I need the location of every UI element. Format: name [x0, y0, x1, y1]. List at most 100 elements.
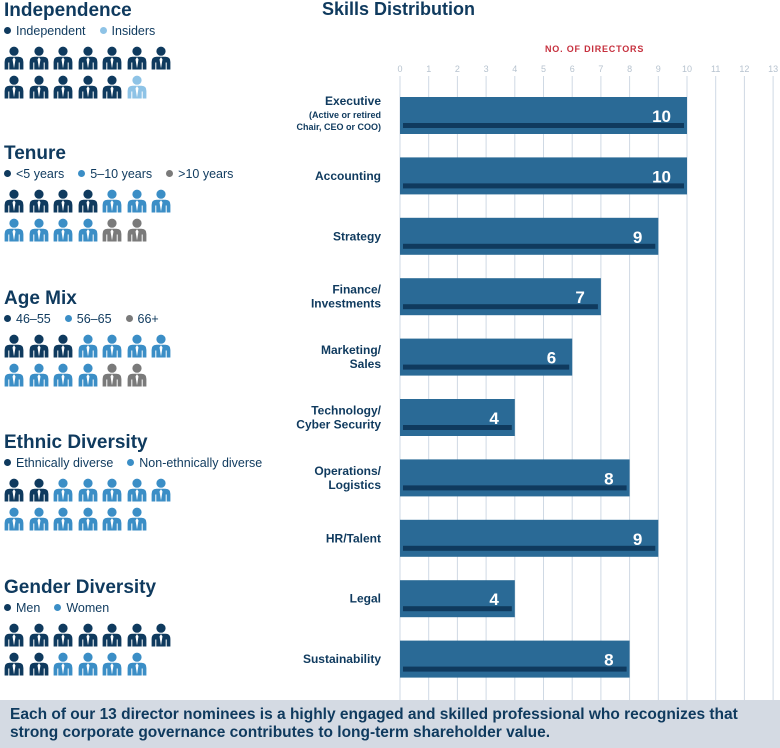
value-label: 8	[604, 469, 613, 488]
person-icon	[53, 46, 73, 70]
bar-shadow	[403, 304, 598, 310]
legend-label: >10 years	[178, 167, 234, 181]
legend-item: Men	[4, 601, 40, 615]
legend-dot-icon	[166, 170, 174, 177]
bar-shadow	[403, 183, 684, 189]
person-icon	[4, 46, 24, 70]
axis-title: NO. OF DIRECTORS	[545, 44, 644, 54]
legend-item: Independent	[4, 24, 86, 38]
person-icon	[78, 334, 98, 358]
person-icon	[102, 478, 122, 502]
legend-label: Insiders	[111, 24, 156, 38]
legend-dot-icon	[78, 170, 86, 177]
category-label: Legal	[350, 592, 381, 606]
value-label: 7	[575, 288, 584, 307]
person-icon	[127, 218, 147, 242]
bar-shadow	[403, 123, 684, 128]
legend-label: Women	[66, 601, 110, 615]
category-label: Cyber Security	[296, 418, 381, 432]
bar-shadow	[403, 243, 656, 249]
value-label: 4	[489, 590, 499, 609]
legend-dot-icon	[4, 604, 11, 611]
bar-shadow	[403, 606, 512, 612]
person-icon	[53, 334, 73, 358]
category-label: Investments	[311, 297, 381, 311]
legend-dot-icon	[4, 27, 11, 34]
legend-item: Women	[54, 601, 109, 615]
value-label: 10	[652, 107, 671, 126]
tick-label: 6	[570, 64, 575, 74]
legend-label: Non-ethnically diverse	[139, 456, 263, 470]
person-icon	[29, 46, 49, 70]
category-sublabel: Chair, CEO or COO)	[296, 122, 381, 132]
person-icon	[4, 478, 24, 502]
person-icon	[53, 363, 73, 387]
section-title: Tenure	[4, 143, 66, 164]
person-icon	[53, 189, 73, 213]
tick-label: 4	[512, 64, 517, 74]
tick-label: 0	[397, 64, 402, 74]
legend: 46–55 56–65 66+	[4, 312, 173, 326]
person-icon	[127, 75, 147, 99]
footer-banner: Each of our 13 director nominees is a hi…	[0, 700, 780, 748]
person-icon	[78, 46, 98, 70]
bar	[400, 97, 687, 134]
person-icon	[53, 623, 73, 647]
section-tenure: Tenure <5 years 5–10 years >10 years	[0, 143, 300, 263]
bar	[400, 157, 687, 195]
person-icon	[78, 507, 98, 531]
value-label: 9	[633, 530, 642, 549]
legend-dot-icon	[125, 315, 133, 322]
tick-label: 9	[656, 64, 661, 74]
legend-item: >10 years	[166, 167, 233, 181]
person-icon	[102, 189, 122, 213]
person-icon	[29, 507, 49, 531]
tick-label: 5	[541, 64, 546, 74]
footer-text: Each of our 13 director nominees is a hi…	[10, 706, 738, 741]
person-icon	[151, 334, 171, 358]
person-icon	[127, 189, 147, 213]
tick-label: 2	[455, 64, 460, 74]
person-icon	[53, 218, 73, 242]
section-gender-diversity: Gender Diversity Men Women	[0, 577, 300, 697]
value-label: 8	[604, 651, 613, 670]
tick-label: 3	[484, 64, 489, 74]
tick-label: 10	[682, 64, 692, 74]
person-icon	[102, 218, 122, 242]
tick-label: 11	[711, 64, 720, 74]
value-label: 6	[547, 349, 556, 368]
person-icon	[4, 218, 24, 242]
category-label: Finance/	[332, 283, 381, 297]
person-icon	[78, 218, 98, 242]
board-composition-panel: Independence Independent Insiders Tenure <5 …	[0, 0, 300, 700]
category-label: Accounting	[315, 169, 381, 183]
legend-item: 46–55	[4, 312, 51, 326]
person-icon	[127, 652, 147, 676]
person-icon	[78, 623, 98, 647]
legend-dot-icon	[54, 604, 62, 611]
legend-item: <5 years	[4, 167, 64, 181]
person-icon	[29, 363, 49, 387]
legend-item: 66+	[125, 312, 159, 326]
person-icon	[53, 507, 73, 531]
bar-shadow	[403, 364, 570, 370]
person-icon	[151, 478, 171, 502]
person-icon	[78, 478, 98, 502]
person-icon	[29, 75, 49, 99]
chart-title: Skills Distribution	[322, 0, 475, 19]
bar	[400, 640, 630, 678]
legend-label: <5 years	[16, 167, 65, 181]
value-label: 10	[652, 167, 671, 186]
person-icon	[78, 189, 98, 213]
tick-label: 13	[768, 64, 778, 74]
tick-label: 8	[627, 64, 632, 74]
section-title: Age Mix	[4, 288, 77, 309]
tick-label: 12	[739, 64, 749, 74]
legend-dot-icon	[4, 315, 11, 322]
skills-chart-svg: Skills Distribution NO. OF DIRECTORS 0 1 2 3 4…	[296, 0, 778, 700]
person-icon	[29, 218, 49, 242]
legend-item: 56–65	[64, 312, 112, 326]
person-icon	[151, 46, 171, 70]
person-icon	[29, 478, 49, 502]
value-label: 4	[489, 409, 499, 428]
